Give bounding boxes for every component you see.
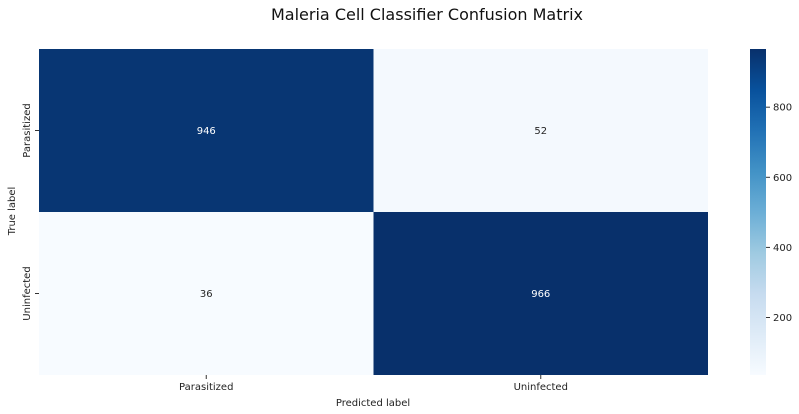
colorbar-gradient xyxy=(750,49,766,375)
cell-value-r1-c1: 966 xyxy=(531,289,550,300)
chart-title: Maleria Cell Classifier Confusion Matrix xyxy=(271,5,583,24)
heatmap-cell-labels: 946 52 36 966 xyxy=(197,126,551,300)
heatmap-cell-r1-c1 xyxy=(373,212,708,375)
x-tick-label: Parasitized xyxy=(179,382,233,393)
heatmap-cells xyxy=(39,49,708,375)
y-axis-label: True label xyxy=(7,187,18,237)
colorbar-tick-label: 200 xyxy=(773,313,792,324)
cell-value-r0-c1: 52 xyxy=(534,126,547,137)
x-tick-label: Uninfected xyxy=(514,382,568,393)
heatmap-cell-r0-c0 xyxy=(39,49,374,212)
y-axis-ticks: Parasitized Uninfected xyxy=(22,103,39,321)
heatmap-cell-r1-c0 xyxy=(39,212,374,375)
colorbar-tick-label: 400 xyxy=(773,243,792,254)
x-axis-ticks: Parasitized Uninfected xyxy=(179,375,568,393)
colorbar: 200 400 600 800 xyxy=(750,49,792,375)
heatmap-cell-r0-c1 xyxy=(373,49,708,212)
colorbar-tick-label: 600 xyxy=(773,173,792,184)
y-tick-label: Parasitized xyxy=(22,103,33,157)
cell-value-r0-c0: 946 xyxy=(197,126,216,137)
y-tick-label: Uninfected xyxy=(22,266,33,320)
colorbar-tick-label: 800 xyxy=(773,103,792,114)
x-axis-label: Predicted label xyxy=(336,398,410,409)
cell-value-r1-c0: 36 xyxy=(200,289,213,300)
